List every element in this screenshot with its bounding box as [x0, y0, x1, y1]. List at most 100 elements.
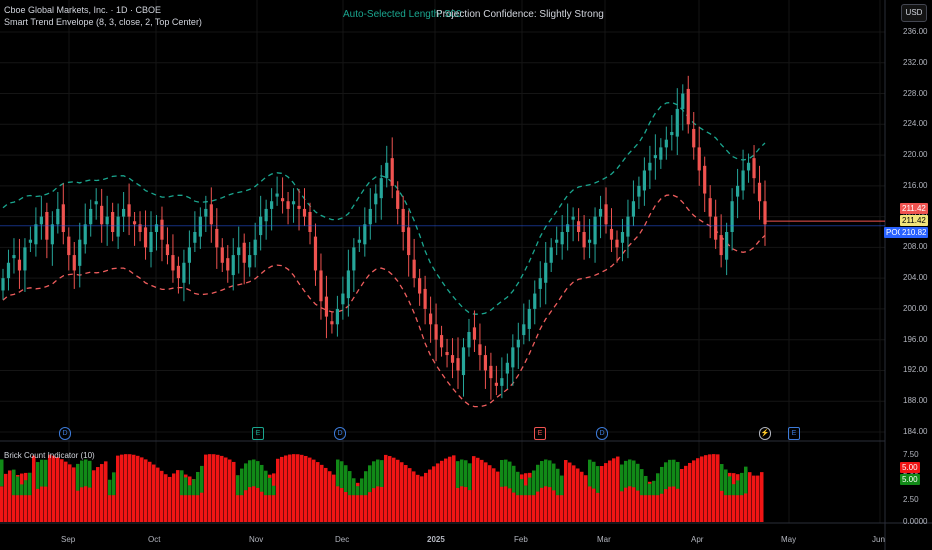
red-brick-bar — [432, 466, 436, 522]
candle-body — [439, 335, 444, 348]
red-brick-bar — [380, 473, 384, 522]
green-brick-bar — [0, 459, 4, 487]
red-brick-bar — [556, 483, 560, 522]
event-marker[interactable]: D — [59, 427, 71, 440]
event-marker[interactable]: ⚡ — [759, 427, 771, 440]
candle-body — [385, 162, 389, 179]
green-brick-bar — [272, 485, 276, 496]
event-marker[interactable]: D — [596, 427, 608, 440]
green-brick-bar — [504, 459, 508, 487]
candle-body — [390, 158, 394, 186]
currency-button[interactable]: USD — [901, 4, 927, 22]
red-brick-bar — [160, 470, 164, 522]
candle-body — [357, 239, 361, 243]
event-marker[interactable]: D — [334, 427, 346, 440]
candle-body — [193, 232, 197, 243]
red-brick-bar — [24, 472, 28, 522]
candle-body — [209, 204, 213, 225]
red-brick-bar — [568, 462, 572, 522]
candle-body — [670, 132, 674, 136]
indicator-legend[interactable]: Smart Trend Envelope (8, 3, close, 2, To… — [4, 17, 202, 27]
green-brick-bar — [16, 476, 20, 496]
red-brick-bar — [652, 485, 656, 522]
candle-body — [719, 235, 723, 256]
event-marker[interactable]: E — [534, 427, 546, 440]
red-brick-bar — [272, 473, 276, 522]
red-brick-bar — [200, 485, 204, 522]
red-brick-bar — [304, 455, 308, 522]
brick-panel-title[interactable]: Brick Count Indicator (10) — [4, 451, 95, 460]
candle-body — [675, 108, 679, 137]
red-brick-bar — [712, 454, 716, 522]
candle-body — [23, 247, 27, 271]
red-brick-bar — [428, 469, 432, 522]
candle-body — [275, 193, 279, 197]
candle-body — [39, 216, 43, 225]
price-tick: 224.00 — [903, 119, 928, 129]
red-brick-bar — [116, 455, 120, 522]
red-brick-bar — [684, 465, 688, 522]
event-marker[interactable]: E — [788, 427, 800, 440]
red-brick-bar — [72, 467, 76, 522]
candle-body — [253, 239, 257, 256]
candle-body — [308, 212, 312, 232]
red-brick-bar — [60, 459, 64, 522]
price-tick: 228.00 — [903, 88, 928, 98]
candle-body — [598, 208, 603, 217]
red-brick-bar — [584, 475, 588, 522]
red-brick-bar — [616, 456, 620, 522]
candle-body — [280, 198, 285, 202]
candle-body — [215, 228, 219, 248]
green-brick-bar — [732, 484, 736, 496]
green-brick-bar — [76, 463, 80, 491]
candle-body — [78, 239, 82, 266]
price-lines — [0, 220, 885, 227]
last-price-tag: 211.42 — [900, 203, 928, 214]
green-brick-bar — [456, 461, 460, 488]
red-brick-bar — [412, 471, 416, 522]
red-brick-bar — [356, 482, 360, 522]
candle-body — [412, 259, 416, 279]
symbol-legend[interactable]: Cboe Global Markets, Inc. · 1D · CBOE — [4, 5, 162, 15]
red-brick-bar — [0, 486, 4, 522]
candle-body — [122, 208, 126, 217]
time-tick: Jun — [872, 535, 885, 544]
green-brick-bar — [728, 476, 732, 496]
candle-body — [138, 224, 142, 232]
red-brick-bar — [560, 480, 564, 522]
green-brick-bar — [724, 469, 728, 496]
candle-body — [511, 347, 515, 368]
green-brick-bar — [236, 475, 240, 496]
red-brick-bar — [668, 475, 672, 522]
green-brick-bar — [196, 471, 200, 496]
candle-body — [445, 352, 449, 356]
event-marker[interactable]: E — [252, 427, 264, 440]
time-tick: 2025 — [427, 535, 445, 544]
green-brick-bar — [348, 471, 352, 496]
green-brick-bar — [372, 461, 376, 489]
candle-body — [735, 185, 740, 197]
red-brick-bar — [88, 476, 92, 522]
red-brick-bar — [680, 468, 684, 522]
price-tick: 200.00 — [903, 303, 928, 313]
green-brick-bar — [744, 466, 748, 494]
red-brick-bar — [476, 457, 480, 522]
red-brick-bar — [316, 462, 320, 522]
red-brick-bar — [324, 467, 328, 522]
auto-length-label: Auto-Selected Length: 500 — [343, 9, 462, 20]
red-brick-bar — [40, 478, 44, 522]
green-brick-bar — [556, 468, 560, 496]
red-brick-bar — [472, 456, 476, 522]
green-brick-bar — [352, 478, 356, 496]
candle-body — [313, 236, 318, 271]
red-brick-bar — [416, 474, 420, 522]
candle-body — [198, 216, 202, 237]
candle-body — [741, 170, 745, 191]
candle-body — [483, 355, 488, 371]
green-brick-bar — [660, 466, 664, 494]
red-brick-bar — [136, 455, 140, 522]
lower-tick: 0.0000 — [903, 517, 928, 526]
red-brick-bar — [264, 476, 268, 522]
candle-body — [571, 216, 575, 220]
